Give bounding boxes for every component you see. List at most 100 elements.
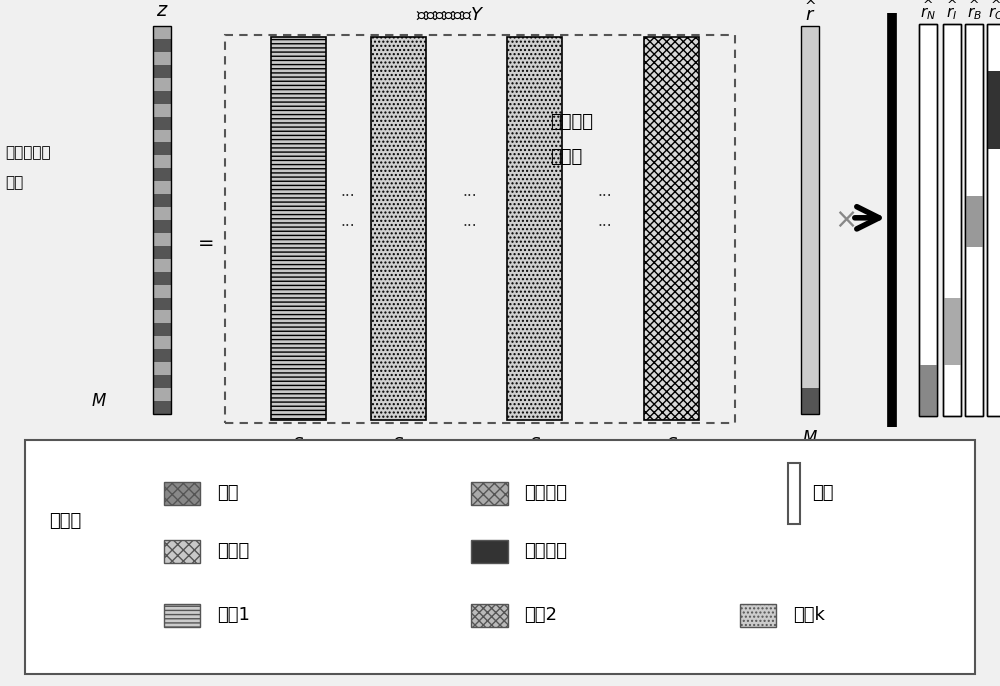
- Text: $S$: $S$: [666, 436, 678, 453]
- Text: 信号: 信号: [5, 176, 23, 191]
- Bar: [153, 65, 171, 78]
- Bar: [164, 604, 200, 627]
- Bar: [153, 388, 171, 401]
- Bar: [740, 604, 776, 627]
- Bar: [225, 35, 735, 423]
- Bar: [987, 24, 1000, 416]
- Bar: [153, 362, 171, 375]
- Bar: [987, 71, 1000, 150]
- Bar: [153, 401, 171, 414]
- Text: $M$: $M$: [802, 429, 818, 447]
- Bar: [153, 168, 171, 181]
- Text: $r_N$: $r_N$: [920, 5, 936, 22]
- Bar: [801, 26, 819, 414]
- Bar: [153, 52, 171, 65]
- Text: $z$: $z$: [156, 1, 168, 20]
- Bar: [943, 298, 961, 365]
- Bar: [153, 298, 171, 311]
- Bar: [943, 24, 961, 416]
- Bar: [507, 37, 562, 421]
- Bar: [153, 130, 171, 143]
- Text: ^: ^: [804, 0, 816, 14]
- Bar: [153, 155, 171, 168]
- Bar: [644, 37, 699, 421]
- Bar: [153, 181, 171, 194]
- Bar: [471, 540, 508, 563]
- Bar: [801, 298, 819, 311]
- Bar: [801, 375, 819, 388]
- Text: 自适应分: 自适应分: [550, 113, 593, 131]
- Bar: [153, 259, 171, 272]
- Text: 外环故障: 外环故障: [524, 543, 567, 560]
- Bar: [153, 246, 171, 259]
- Bar: [801, 233, 819, 246]
- Bar: [153, 78, 171, 91]
- Bar: [801, 194, 819, 207]
- Bar: [801, 104, 819, 117]
- Bar: [164, 540, 200, 563]
- Text: $r_O$: $r_O$: [988, 5, 1000, 22]
- Bar: [801, 207, 819, 220]
- Bar: [801, 65, 819, 78]
- Bar: [801, 388, 819, 401]
- Bar: [153, 117, 171, 130]
- Bar: [801, 311, 819, 323]
- Text: 正常: 正常: [217, 484, 238, 502]
- Bar: [153, 207, 171, 220]
- Text: 置零: 置零: [812, 484, 834, 502]
- Bar: [471, 604, 508, 627]
- Bar: [801, 272, 819, 285]
- Bar: [801, 39, 819, 52]
- Bar: [153, 39, 171, 52]
- Text: ^: ^: [923, 0, 933, 12]
- Bar: [507, 37, 562, 421]
- Text: $\times$: $\times$: [834, 206, 856, 234]
- Text: ^: ^: [991, 0, 1000, 12]
- Bar: [164, 482, 200, 505]
- Bar: [801, 143, 819, 155]
- Text: ···: ···: [341, 189, 355, 204]
- Bar: [965, 24, 983, 416]
- Bar: [943, 24, 961, 416]
- Bar: [153, 233, 171, 246]
- Text: 类向量: 类向量: [550, 147, 582, 166]
- Text: $S$: $S$: [529, 436, 541, 453]
- Text: $r_I$: $r_I$: [946, 5, 958, 22]
- Bar: [270, 37, 326, 421]
- Bar: [153, 311, 171, 323]
- Text: $r$: $r$: [805, 6, 815, 24]
- Bar: [801, 285, 819, 298]
- Bar: [801, 181, 819, 194]
- Bar: [919, 24, 937, 416]
- Bar: [153, 285, 171, 298]
- Bar: [801, 259, 819, 272]
- Text: $S$: $S$: [292, 436, 304, 453]
- Bar: [153, 194, 171, 207]
- Bar: [801, 130, 819, 143]
- Bar: [919, 365, 937, 416]
- Bar: [153, 272, 171, 285]
- Bar: [801, 401, 819, 414]
- Text: $S$: $S$: [392, 436, 404, 453]
- Bar: [153, 323, 171, 336]
- Bar: [801, 78, 819, 91]
- Text: 滚动体: 滚动体: [217, 543, 249, 560]
- Text: 图例：: 图例：: [49, 512, 81, 530]
- Text: ···: ···: [463, 219, 477, 234]
- Text: 压缩参考矩阵$Y$: 压缩参考矩阵$Y$: [416, 6, 484, 24]
- Text: ···: ···: [341, 219, 355, 234]
- Bar: [965, 24, 983, 416]
- Bar: [370, 37, 426, 421]
- Bar: [644, 37, 699, 421]
- Bar: [801, 336, 819, 349]
- Bar: [153, 220, 171, 233]
- Bar: [801, 168, 819, 181]
- Bar: [153, 349, 171, 362]
- Bar: [153, 375, 171, 388]
- Text: $M$: $M$: [91, 392, 107, 410]
- Bar: [370, 37, 426, 421]
- Bar: [801, 26, 819, 39]
- Text: ···: ···: [598, 219, 612, 234]
- Bar: [153, 336, 171, 349]
- Text: $=$: $=$: [194, 232, 214, 251]
